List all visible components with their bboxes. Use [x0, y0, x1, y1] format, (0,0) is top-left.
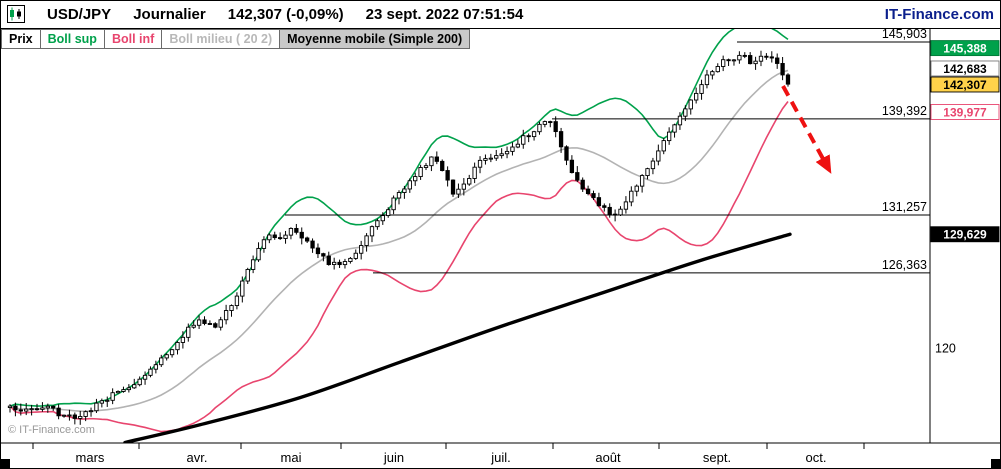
- last-price-badge: 142,307: [930, 76, 1000, 93]
- header-datetime: 23 sept. 2022 07:51:54: [365, 5, 524, 23]
- boll-inf-badge: 139,977: [930, 104, 1000, 120]
- plot-area: [7, 29, 930, 443]
- svg-text:142,307: 142,307: [943, 78, 987, 92]
- sma200-line: [123, 232, 792, 443]
- month-label-mars: mars: [76, 450, 105, 465]
- corner-square-right: [991, 459, 1001, 469]
- month-label-juin: juin: [383, 450, 404, 465]
- level-label-139,392: 139,392: [882, 104, 927, 118]
- month-label-avr: avr.: [187, 450, 208, 465]
- corner-square-left: [0, 459, 10, 469]
- header-change-pct: (-0,09%): [286, 5, 344, 23]
- svg-text:142,683: 142,683: [943, 62, 987, 76]
- level-label-126,363: 126,363: [882, 258, 927, 272]
- usdjpy-candlestick-chart[interactable]: mars avr. mai juin juil. août sept. oct. 145,903…: [0, 28, 1001, 469]
- chart-header: USD/JPY Journalier 142,307 (-0,09%) 23 s…: [0, 0, 1001, 29]
- bollinger-lower-line: [9, 101, 789, 433]
- symbol-label: USD/JPY: [47, 5, 112, 23]
- svg-text:129,629: 129,629: [943, 228, 987, 242]
- month-label-juil: juil.: [490, 450, 511, 465]
- level-label-131,257: 131,257: [882, 200, 927, 214]
- chart-logo-icon: [7, 5, 25, 23]
- boll-mid-badge: 142,683: [930, 60, 1000, 77]
- brand-link[interactable]: IT-Finance.com: [884, 5, 994, 23]
- boll-inf-button[interactable]: Boll inf: [103, 29, 163, 49]
- timeframe-label: Journalier: [133, 5, 206, 23]
- svg-text:139,977: 139,977: [943, 105, 987, 119]
- bollinger-middle-line: [9, 69, 789, 413]
- price-button[interactable]: Prix: [1, 29, 41, 49]
- last-price-change: 142,307 (-0,09%): [228, 6, 344, 23]
- month-label-sept: sept.: [703, 450, 731, 465]
- month-label-mai: mai: [281, 450, 302, 465]
- axis-scale-label-120: 120: [935, 342, 956, 356]
- svg-text:145,388: 145,388: [943, 41, 987, 55]
- boll-sup-badge: 145,388: [930, 40, 1000, 57]
- sma200-badge: 129,629: [930, 226, 1000, 243]
- month-label-aot: août: [595, 450, 621, 465]
- moyenne-mobile-button[interactable]: Moyenne mobile (Simple 200): [279, 29, 471, 49]
- header-price: 142,307: [227, 5, 282, 23]
- boll-sup-button[interactable]: Boll sup: [39, 29, 105, 49]
- trend-annotation-arrow[interactable]: [781, 85, 832, 174]
- watermark: © IT-Finance.com: [8, 424, 95, 436]
- level-label-145,903: 145,903: [882, 28, 927, 41]
- boll-milieu-button[interactable]: Boll milieu ( 20 2): [161, 29, 281, 49]
- indicator-toolbar: Prix Boll sup Boll inf Boll milieu ( 20 2) M…: [1, 29, 471, 49]
- candlestick-series: [7, 50, 791, 425]
- bollinger-upper-line: [9, 29, 789, 407]
- month-label-oct: oct.: [806, 450, 827, 465]
